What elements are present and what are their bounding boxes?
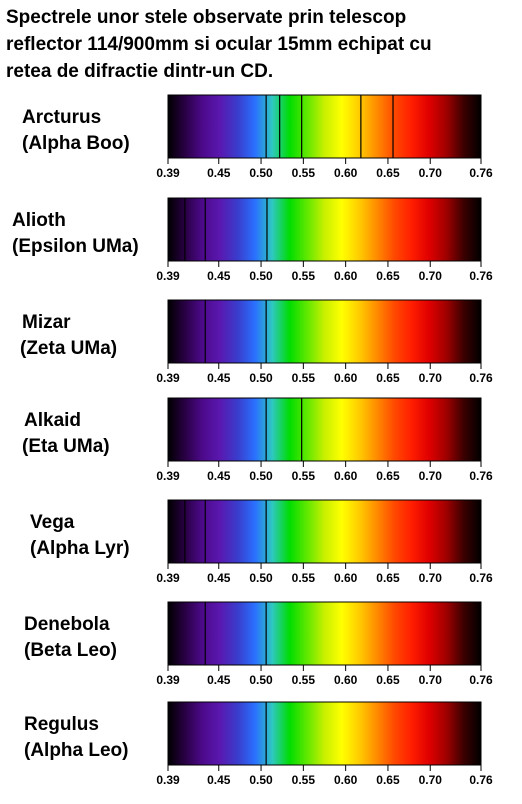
axis-tick-label: 0.70 (419, 166, 443, 180)
axis-tick-label: 0.55 (292, 166, 316, 180)
spectrum-bar (167, 499, 482, 564)
axis-tick-label: 0.39 (156, 269, 180, 283)
axis-tick-label: 0.70 (419, 269, 443, 283)
star-designation: (Alpha Boo) (22, 133, 130, 154)
spectrum-bar (167, 397, 482, 462)
spectrum-chart: 0.39 0.45 0.50 0.55 0.60 0.65 0.70 0.76 (156, 299, 493, 385)
spectrum-chart: 0.39 0.45 0.50 0.55 0.60 0.65 0.70 0.76 (156, 94, 493, 180)
star-designation: (Beta Leo) (24, 640, 117, 661)
axis-tick-label: 0.70 (419, 773, 443, 787)
spectrum-bar (167, 197, 482, 262)
axis-tick-label: 0.60 (334, 673, 358, 687)
spectrum-chart: 0.39 0.45 0.50 0.55 0.60 0.65 0.70 0.76 (156, 701, 493, 787)
axis-tick-label: 0.55 (292, 773, 316, 787)
star-designation: (Zeta UMa) (20, 338, 118, 359)
axis-tick-label: 0.76 (469, 469, 493, 483)
star-row: Alioth (Epsilon UMa) 0.39 0.45 0.50 0.55 0.60 0… (0, 197, 522, 288)
axis-tick-label: 0.55 (292, 571, 316, 585)
axis-tick-label: 0.65 (376, 673, 400, 687)
axis-tick-label: 0.60 (334, 166, 358, 180)
axis-tick-label: 0.60 (334, 371, 358, 385)
page-title: Spectrele unor stele observate prin tele… (6, 7, 432, 82)
star-name: Denebola (24, 614, 110, 635)
axis-tick-label: 0.65 (376, 469, 400, 483)
axis-tick-label: 0.70 (419, 571, 443, 585)
star-designation: (Eta UMa) (22, 436, 110, 457)
axis-tick-label: 0.50 (249, 469, 273, 483)
axis-tick-label: 0.50 (249, 166, 273, 180)
axis-tick-label: 0.60 (334, 773, 358, 787)
star-row: Regulus (Alpha Leo) 0.39 0.45 0.50 0.55 0.60 0.… (0, 701, 522, 792)
star-designation: (Alpha Leo) (24, 740, 129, 761)
axis-tick-label: 0.45 (207, 166, 231, 180)
axis-tick-label: 0.39 (156, 571, 180, 585)
axis-tick-label: 0.55 (292, 269, 316, 283)
axis-tick-label: 0.45 (207, 773, 231, 787)
spectrum-chart: 0.39 0.45 0.50 0.55 0.60 0.65 0.70 0.76 (156, 499, 493, 585)
star-name: Regulus (24, 714, 99, 735)
axis-tick-label: 0.50 (249, 571, 273, 585)
star-name: Alioth (12, 210, 66, 231)
star-name: Mizar (22, 312, 71, 333)
axis-tick-label: 0.70 (419, 371, 443, 385)
axis-tick-label: 0.39 (156, 673, 180, 687)
axis-tick-label: 0.50 (249, 371, 273, 385)
axis-tick-label: 0.45 (207, 673, 231, 687)
star-row: Vega (Alpha Lyr) 0.39 0.45 0.50 0.55 0.60 0.65 0… (0, 499, 522, 590)
axis-tick-label: 0.55 (292, 469, 316, 483)
axis-tick-label: 0.65 (376, 371, 400, 385)
star-name: Alkaid (24, 410, 82, 431)
axis-tick-label: 0.39 (156, 371, 180, 385)
axis-tick-label: 0.70 (419, 673, 443, 687)
axis-tick-label: 0.45 (207, 269, 231, 283)
axis-tick-label: 0.39 (156, 773, 180, 787)
axis-tick-label: 0.76 (469, 269, 493, 283)
spectrum-bar (167, 601, 482, 666)
star-designation: (Epsilon UMa) (12, 236, 139, 257)
star-row: Arcturus (Alpha Boo) 0.39 0.45 0.50 0.55 0.60 0… (0, 94, 522, 185)
axis-tick-label: 0.65 (376, 773, 400, 787)
spectrum-chart: 0.39 0.45 0.50 0.55 0.60 0.65 0.70 0.76 (156, 197, 493, 283)
axis-tick-label: 0.70 (419, 469, 443, 483)
axis-tick-label: 0.60 (334, 571, 358, 585)
axis-tick-label: 0.60 (334, 269, 358, 283)
axis-tick-label: 0.76 (469, 571, 493, 585)
axis-tick-label: 0.76 (469, 371, 493, 385)
star-row: Alkaid (Eta UMa) 0.39 0.45 0.50 0.55 0.60 0.65 0… (0, 397, 522, 488)
axis-tick-label: 0.60 (334, 469, 358, 483)
axis-tick-label: 0.50 (249, 673, 273, 687)
axis-tick-label: 0.76 (469, 166, 493, 180)
axis-tick-label: 0.65 (376, 571, 400, 585)
axis-tick-label: 0.76 (469, 673, 493, 687)
star-row: Denebola (Beta Leo) 0.39 0.45 0.50 0.55 0.60 0.… (0, 601, 522, 692)
spectrum-chart: 0.39 0.45 0.50 0.55 0.60 0.65 0.70 0.76 (156, 397, 493, 483)
spectrum-chart: 0.39 0.45 0.50 0.55 0.60 0.65 0.70 0.76 (156, 601, 493, 687)
star-name: Vega (30, 512, 75, 533)
axis-tick-label: 0.45 (207, 469, 231, 483)
star-designation: (Alpha Lyr) (30, 538, 130, 559)
axis-tick-label: 0.45 (207, 571, 231, 585)
axis-tick-label: 0.50 (249, 773, 273, 787)
axis-tick-label: 0.65 (376, 269, 400, 283)
axis-tick-label: 0.39 (156, 469, 180, 483)
spectrum-bar (167, 94, 482, 159)
axis-tick-label: 0.39 (156, 166, 180, 180)
spectrum-bar (167, 299, 482, 364)
star-name: Arcturus (22, 107, 102, 128)
spectrum-bar (167, 701, 482, 766)
axis-tick-label: 0.55 (292, 673, 316, 687)
axis-tick-label: 0.65 (376, 166, 400, 180)
axis-tick-label: 0.45 (207, 371, 231, 385)
axis-tick-label: 0.55 (292, 371, 316, 385)
axis-tick-label: 0.50 (249, 269, 273, 283)
axis-tick-label: 0.76 (469, 773, 493, 787)
star-row: Mizar (Zeta UMa) 0.39 0.45 0.50 0.55 0.60 0.65 0… (0, 299, 522, 390)
